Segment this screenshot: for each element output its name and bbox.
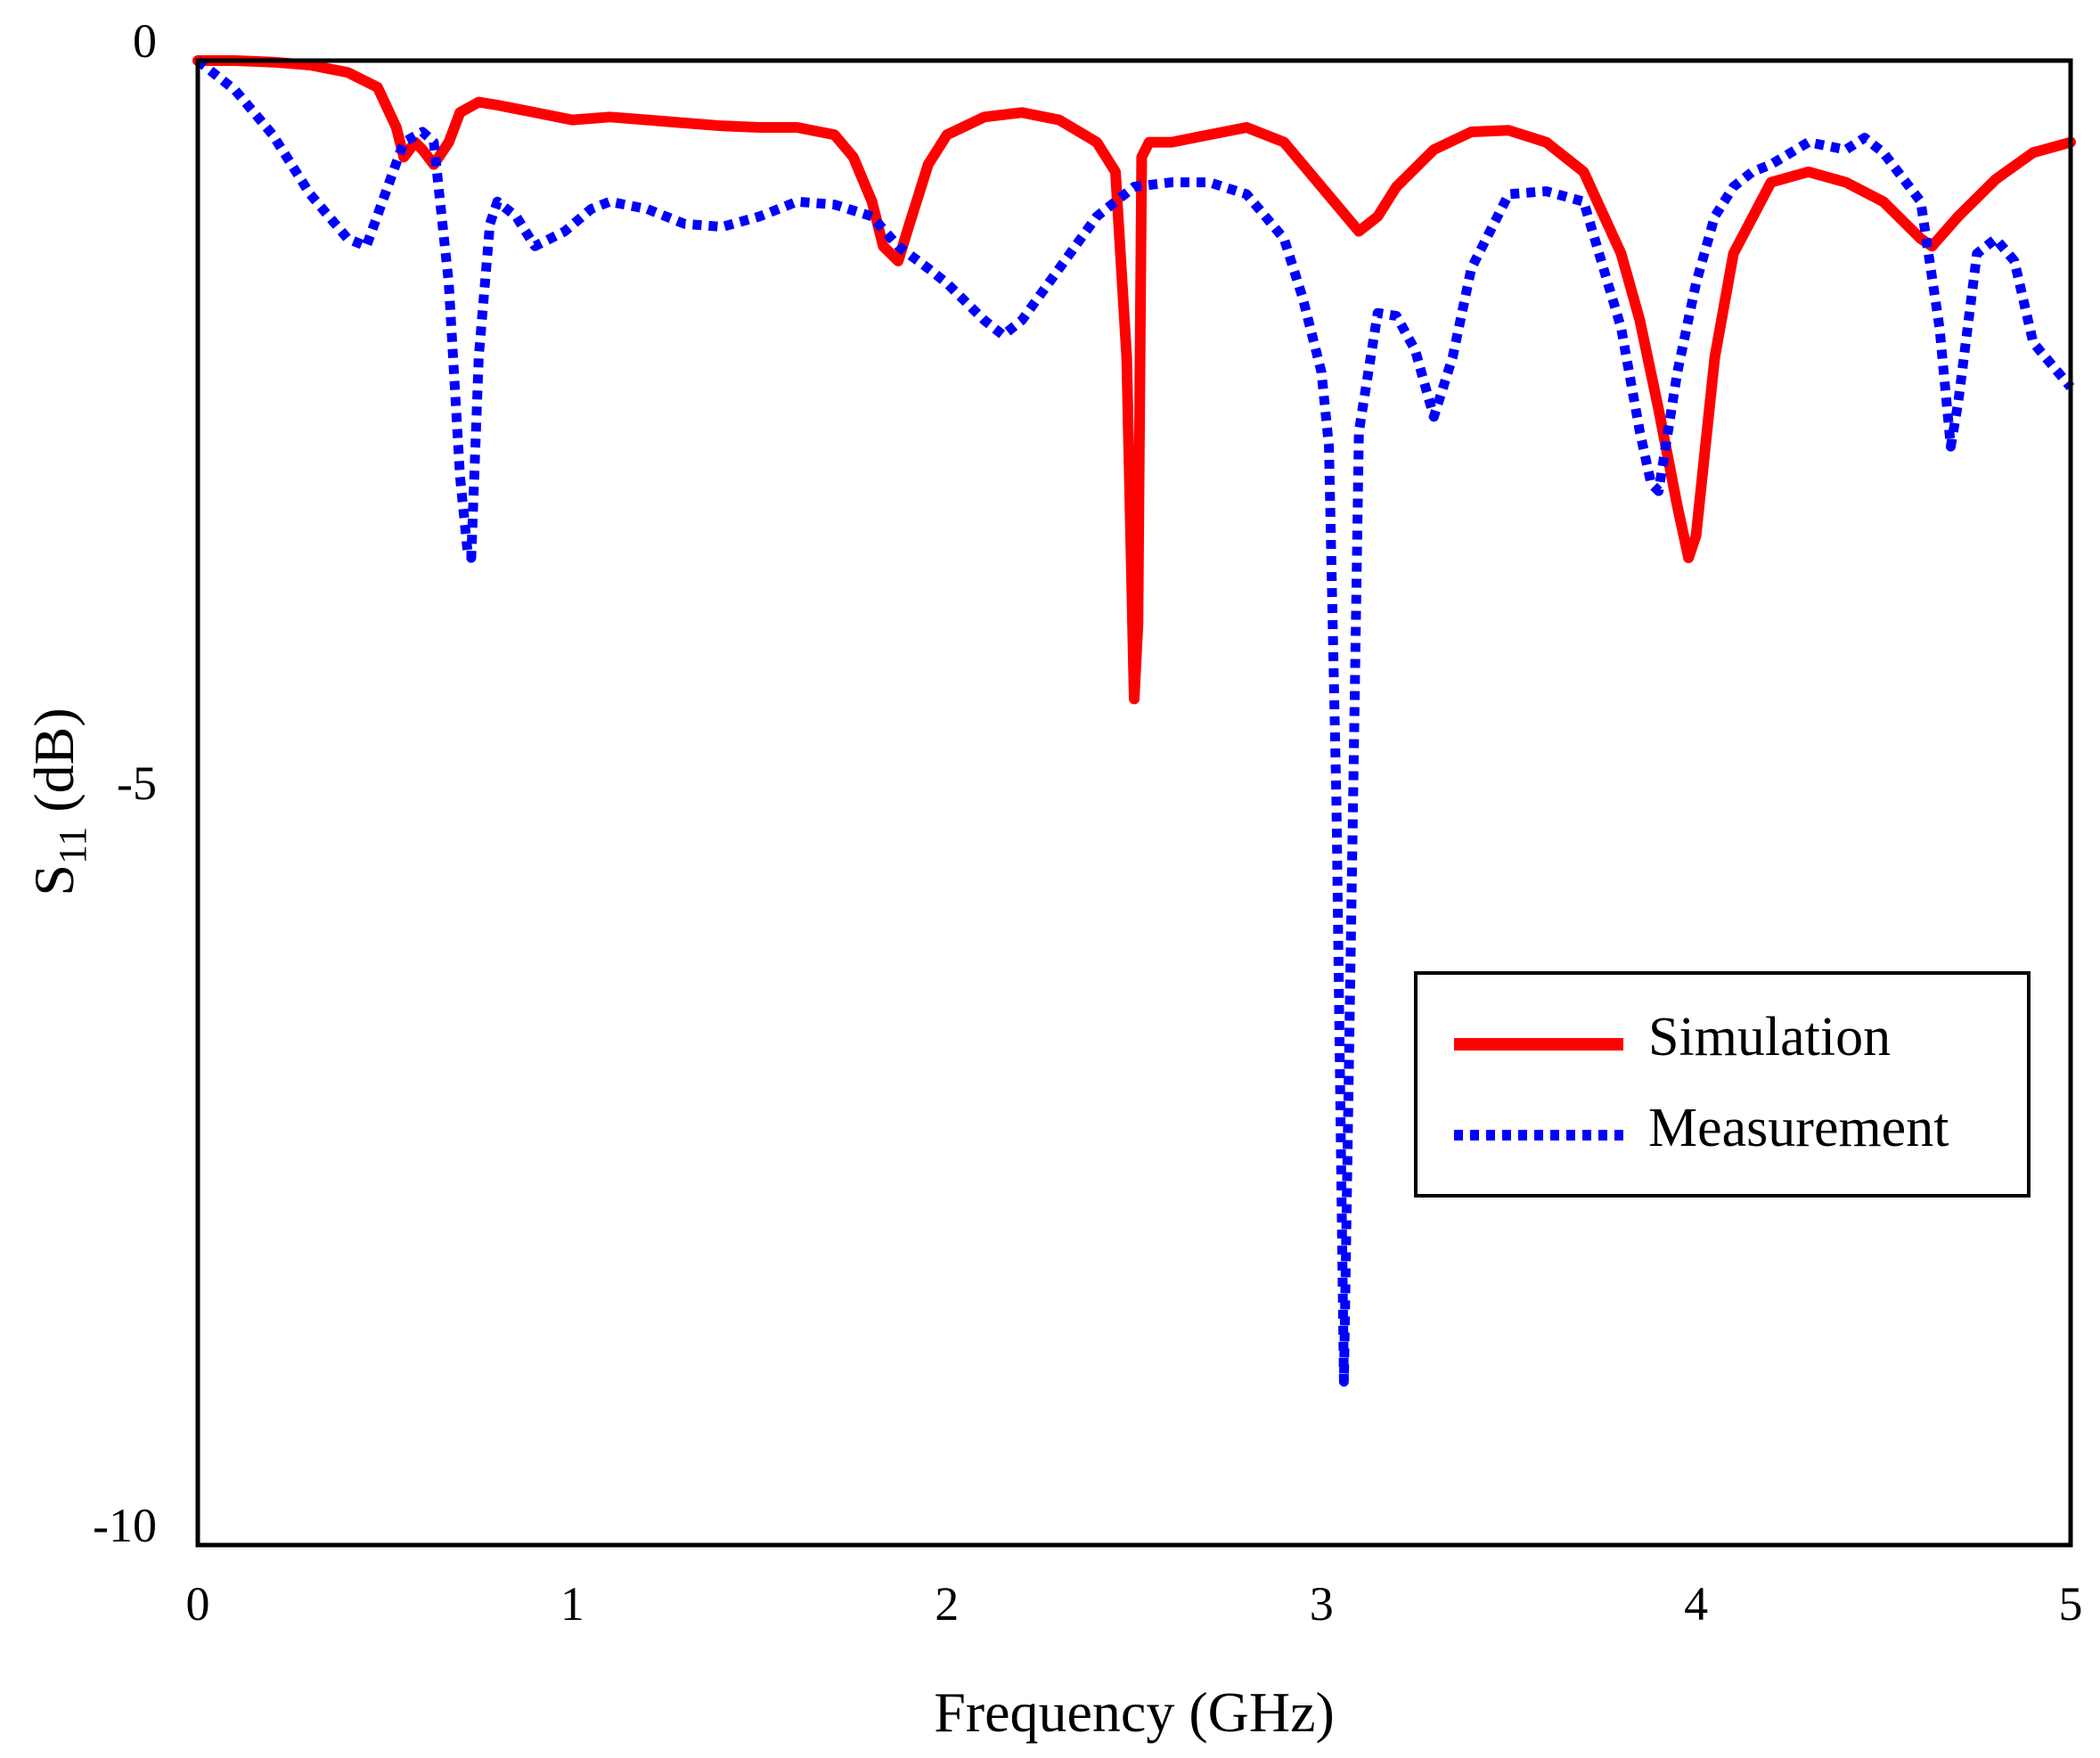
y-tick-label: -5 (117, 756, 157, 810)
y-axis-title-subscript: 11 (51, 827, 94, 864)
y-axis-title-main: S (22, 864, 86, 896)
x-tick-label: 2 (935, 1577, 959, 1631)
legend-box (1414, 971, 2031, 1198)
y-axis-title: S11 (dB) (22, 707, 94, 895)
x-axis-title: Frequency (GHz) (934, 1680, 1335, 1744)
x-tick-label: 5 (2059, 1577, 2083, 1631)
legend: Simulation Measurement (1414, 971, 2031, 1198)
y-tick-label: -10 (93, 1499, 157, 1552)
x-tick-label: 1 (560, 1577, 584, 1631)
x-tick-labels: 0 1 2 3 4 5 (186, 1577, 2083, 1631)
y-tick-labels: 0 -5 -10 (93, 14, 157, 1552)
y-tick-label: 0 (133, 14, 157, 68)
x-tick-label: 0 (186, 1577, 210, 1631)
series-line-simulation (192, 55, 2076, 705)
legend-label-measurement: Measurement (1648, 1098, 1949, 1158)
series-layer (192, 55, 2076, 1387)
x-tick-label: 3 (1310, 1577, 1334, 1631)
x-tick-label: 4 (1684, 1577, 1708, 1631)
series-line-measurement (194, 56, 2075, 1387)
svg-text:S11 (dB): S11 (dB) (22, 707, 94, 895)
plot-frame (195, 58, 2073, 1548)
y-axis-title-unit: (dB) (22, 707, 86, 826)
legend-label-simulation: Simulation (1648, 1007, 1891, 1067)
